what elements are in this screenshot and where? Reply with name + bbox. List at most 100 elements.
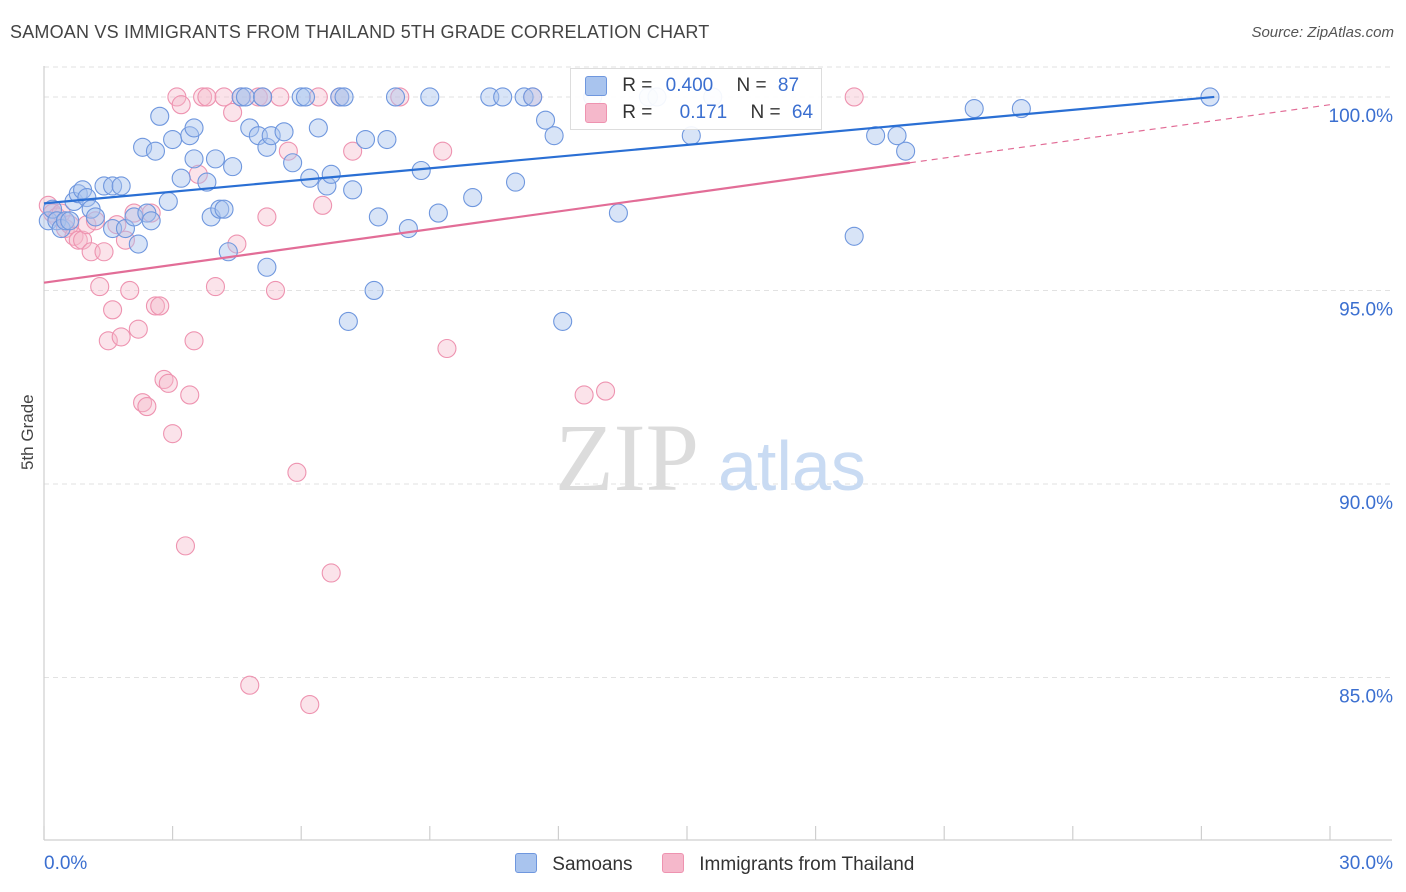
thailand-point — [98, 331, 118, 351]
chart-title: SAMOAN VS IMMIGRANTS FROM THAILAND 5TH G… — [10, 22, 710, 42]
samoans-swatch — [585, 75, 607, 96]
samoans-point — [184, 118, 204, 138]
r-label: R = — [622, 102, 653, 123]
samoans-point — [398, 218, 418, 239]
thailand-point — [163, 424, 183, 444]
y-tick-labels: 100.0% 95.0% 90.0% 85.0% — [1329, 106, 1394, 708]
y-tick-label: 95.0% — [1339, 299, 1393, 320]
samoans-trend-line — [43, 95, 1215, 205]
thailand-point — [300, 694, 320, 715]
thailand-point — [171, 95, 191, 115]
samoans-point — [141, 211, 161, 231]
thailand-point — [321, 563, 341, 583]
x-tick-label-min: 0.0% — [44, 853, 87, 874]
watermark-zip: ZIP — [555, 404, 699, 511]
thailand-trend-line — [43, 161, 911, 284]
samoans-point — [420, 87, 440, 107]
samoans-point — [896, 141, 916, 161]
watermark: ZIP atlas — [555, 404, 866, 511]
samoans-point — [261, 126, 281, 146]
thailand-point — [137, 397, 157, 417]
samoans-point — [145, 141, 166, 161]
n-label: N = — [750, 102, 781, 123]
y-tick-label: 85.0% — [1339, 686, 1393, 707]
samoans-point — [85, 207, 105, 227]
thailand-point — [115, 230, 135, 250]
n-label: N = — [736, 75, 767, 96]
thailand-point — [278, 141, 298, 161]
legend-item-thailand[interactable]: Immigrants from Thailand — [662, 853, 914, 876]
samoans-point — [364, 280, 384, 301]
thailand-point — [433, 141, 453, 161]
samoans-point — [291, 87, 311, 107]
thailand-point — [94, 242, 114, 262]
thailand-point — [574, 385, 594, 405]
samoans-point — [608, 203, 628, 223]
samoans-point — [158, 191, 178, 211]
samoans-point — [210, 199, 230, 219]
thailand-n-value: 64 — [791, 102, 814, 123]
thailand-point — [437, 338, 457, 359]
samoans-n-value: 87 — [777, 75, 800, 96]
samoans-point — [274, 122, 294, 142]
samoans-point — [257, 137, 277, 157]
samoans-point — [111, 176, 131, 196]
thailand-point — [270, 87, 290, 107]
samoans-point — [283, 153, 303, 173]
thailand-point — [205, 277, 226, 297]
samoans-point — [535, 110, 556, 130]
thailand-point — [150, 296, 170, 316]
samoans-point — [544, 126, 564, 146]
samoans-point — [377, 129, 397, 150]
gridlines — [44, 66, 1392, 678]
samoans-point — [214, 199, 234, 219]
thailand-point — [844, 87, 864, 107]
samoans-point — [553, 311, 573, 331]
trend-lines — [43, 95, 1331, 284]
thailand-legend-swatch — [662, 853, 684, 873]
samoans-r-value: 0.400 — [665, 75, 714, 96]
samoans-point — [43, 199, 63, 219]
samoans-point — [321, 164, 341, 184]
samoan-points — [38, 87, 1220, 331]
samoans-point — [55, 211, 75, 231]
samoans-point — [493, 87, 513, 107]
samoans-point — [334, 87, 354, 107]
samoans-point — [231, 87, 251, 107]
thailand-point — [313, 195, 333, 215]
thailand-r-value: 0.171 — [679, 102, 728, 123]
thailand-trend-extension — [909, 104, 1331, 164]
samoans-point — [338, 311, 358, 331]
samoans-point — [368, 207, 388, 227]
thai-points — [38, 87, 864, 715]
series-legend: Samoans Immigrants from Thailand — [0, 850, 1406, 880]
x-tick-label-max: 30.0% — [1339, 853, 1393, 874]
thailand-point — [343, 141, 363, 161]
samoans-legend-swatch — [515, 853, 537, 873]
legend-item-samoans[interactable]: Samoans — [515, 853, 633, 876]
thailand-point — [240, 675, 260, 695]
thailand-point — [184, 331, 204, 351]
samoans-point — [505, 172, 526, 192]
samoans-point — [308, 118, 328, 138]
x-tick-labels: 0.0% 30.0% — [44, 853, 1393, 874]
thailand-point — [111, 327, 131, 347]
thailand-point — [287, 462, 307, 482]
thailand-point — [90, 277, 110, 297]
axes — [43, 66, 1392, 841]
samoans-point — [205, 149, 226, 169]
samoans-point — [295, 87, 316, 107]
thailand-point — [175, 536, 196, 556]
legend-row-samoans: R = 0.400 N = 87 — [585, 75, 799, 99]
samoans-point — [523, 87, 543, 107]
samoans-point — [385, 87, 406, 107]
samoans-legend-label: Samoans — [552, 854, 633, 875]
thailand-point — [128, 319, 148, 339]
watermark-atlas: atlas — [718, 427, 866, 505]
thailand-point — [390, 87, 410, 107]
y-tick-label: 100.0% — [1329, 106, 1394, 127]
samoans-point — [330, 87, 350, 107]
samoans-point — [235, 87, 256, 107]
thailand-point — [214, 87, 234, 107]
